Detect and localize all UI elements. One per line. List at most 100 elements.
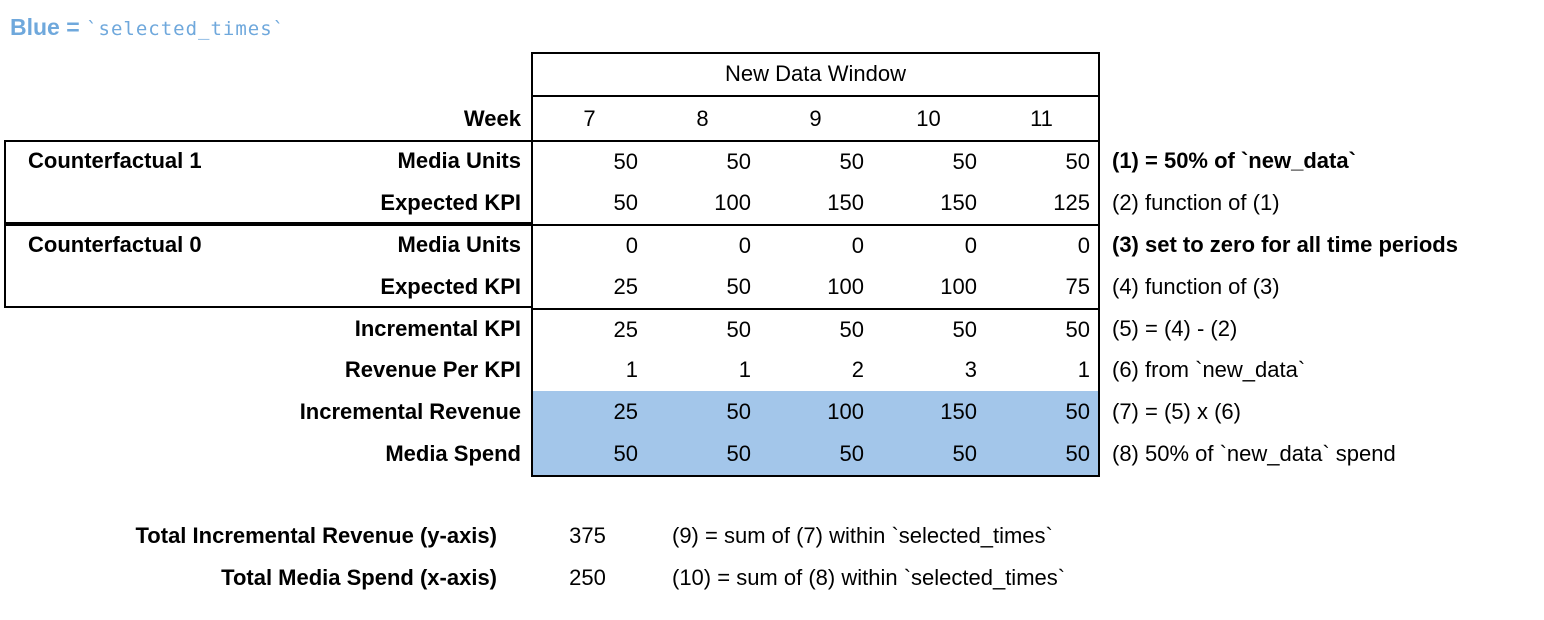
annotation-1: (1) = 50% of `new_data` xyxy=(1112,148,1356,173)
table-cell: 100 xyxy=(714,189,751,215)
table-cell-highlighted: 50 xyxy=(839,441,864,467)
table-row-media-spend-highlighted: 50 50 50 50 50 xyxy=(533,433,1098,476)
week-cell: 9 xyxy=(809,106,822,131)
table-cell-highlighted: 50 xyxy=(726,399,751,425)
table-cell: 50 xyxy=(726,273,751,299)
row-label-column: Counterfactual 1 Media Units Expected KP… xyxy=(0,140,531,475)
table-cell: 100 xyxy=(940,273,977,299)
legend-note-code: `selected_times` xyxy=(86,18,286,40)
week-cell: 8 xyxy=(696,106,709,131)
table-cell: 1 xyxy=(1077,357,1090,383)
week-cell: 7 xyxy=(583,106,596,131)
row-label-text: Media Units xyxy=(397,231,521,257)
annotation-7: (7) = (5) x (6) xyxy=(1112,399,1241,425)
table-cell: 50 xyxy=(952,316,977,342)
table-cell: 50 xyxy=(839,316,864,342)
table-cell: 0 xyxy=(1077,232,1090,258)
annotation-column: (1) = 50% of `new_data` (2) function of … xyxy=(1100,140,1544,475)
table-cell: 150 xyxy=(940,189,977,215)
table-cell: 50 xyxy=(952,149,977,174)
table-cell: 150 xyxy=(827,189,864,215)
table-cell-highlighted: 50 xyxy=(613,441,638,467)
counterfactual-0-box xyxy=(4,223,531,308)
table-cell: 50 xyxy=(613,149,638,174)
table-cell: 50 xyxy=(613,189,638,215)
row-label-expected-kpi-cf1: Expected KPI xyxy=(0,182,531,224)
table-cell: 50 xyxy=(839,149,864,174)
total-value: 375 xyxy=(569,523,606,548)
row-label-text: Incremental Revenue xyxy=(299,399,521,425)
new-data-window-header: New Data Window xyxy=(533,54,1098,97)
table-row-media-units-cf0: 0 0 0 0 0 xyxy=(533,223,1098,266)
table-cell-highlighted: 100 xyxy=(827,399,864,425)
table-row-revenue-per-kpi: 1 1 2 3 1 xyxy=(533,349,1098,391)
table-cell-highlighted: 50 xyxy=(726,441,751,467)
legend-note-label: Blue = xyxy=(10,14,87,40)
table-cell: 0 xyxy=(625,232,638,258)
annotation-2: (2) function of (1) xyxy=(1112,189,1280,215)
total-media-spend-row: Total Media Spend (x-axis) 250 (10) = su… xyxy=(0,557,1544,599)
week-cell: 11 xyxy=(1030,106,1053,131)
annotation-6: (6) from `new_data` xyxy=(1112,357,1306,383)
row-label-text: Revenue Per KPI xyxy=(344,357,521,383)
table-cell: 2 xyxy=(851,357,864,383)
data-table: New Data Window 7 8 9 10 11 50 50 50 50 … xyxy=(531,52,1100,477)
row-label-incremental-kpi: Incremental KPI xyxy=(0,308,531,350)
counterfactual-1-box xyxy=(4,140,531,224)
table-cell: 75 xyxy=(1065,273,1090,299)
total-value: 250 xyxy=(569,565,606,590)
week-number-row: 7 8 9 10 11 xyxy=(533,97,1098,140)
week-row-label: Week xyxy=(463,106,521,131)
group-label-counterfactual-0: Counterfactual 0 xyxy=(28,231,202,257)
totals-section: Total Incremental Revenue (y-axis) 375 (… xyxy=(0,515,1544,599)
table-cell: 50 xyxy=(1065,316,1090,342)
table-row-media-units-cf1: 50 50 50 50 50 xyxy=(533,140,1098,182)
table-row-expected-kpi-cf0: 25 50 100 100 75 xyxy=(533,266,1098,308)
row-label-expected-kpi-cf0: Expected KPI xyxy=(0,266,531,308)
table-row-incremental-revenue-highlighted: 25 50 100 150 50 xyxy=(533,391,1098,434)
row-label-incremental-revenue: Incremental Revenue xyxy=(0,391,531,433)
table-cell: 125 xyxy=(1053,189,1090,215)
table-cell: 50 xyxy=(1065,149,1090,174)
row-label-text: Expected KPI xyxy=(380,189,521,215)
total-label: Total Media Spend (x-axis) xyxy=(221,565,497,590)
row-label-media-units-cf1: Counterfactual 1 Media Units xyxy=(0,140,531,182)
row-label-revenue-per-kpi: Revenue Per KPI xyxy=(0,349,531,391)
table-cell: 50 xyxy=(726,316,751,342)
table-cell: 1 xyxy=(625,357,638,383)
row-label-text: Media Spend xyxy=(385,441,521,467)
table-cell: 50 xyxy=(726,149,751,174)
table-cell: 0 xyxy=(738,232,751,258)
row-label-text: Incremental KPI xyxy=(354,315,521,341)
total-annotation: (9) = sum of (7) within `selected_times` xyxy=(672,523,1053,548)
table-body: 50 50 50 50 50 50 100 150 150 125 0 0 0 … xyxy=(533,140,1098,476)
group-label-counterfactual-1: Counterfactual 1 xyxy=(28,148,202,173)
table-cell-highlighted: 50 xyxy=(1065,441,1090,467)
table-cell-highlighted: 50 xyxy=(952,441,977,467)
table-row-incremental-kpi: 25 50 50 50 50 xyxy=(533,307,1098,350)
table-cell-highlighted: 25 xyxy=(613,399,638,425)
row-label-text: Media Units xyxy=(397,148,521,173)
week-cell: 10 xyxy=(916,106,941,131)
annotation-3: (3) set to zero for all time periods xyxy=(1112,231,1458,257)
annotation-5: (5) = (4) - (2) xyxy=(1112,315,1238,341)
table-cell: 25 xyxy=(613,316,638,342)
legend-note: Blue = `selected_times` xyxy=(10,14,285,41)
table-cell-highlighted: 50 xyxy=(1065,399,1090,425)
table-cell: 3 xyxy=(964,357,977,383)
annotation-8: (8) 50% of `new_data` spend xyxy=(1112,441,1396,467)
table-cell: 1 xyxy=(738,357,751,383)
table-cell: 25 xyxy=(613,273,638,299)
table-cell: 100 xyxy=(827,273,864,299)
row-label-media-spend: Media Spend xyxy=(0,433,531,475)
annotation-4: (4) function of (3) xyxy=(1112,273,1280,299)
total-annotation: (10) = sum of (8) within `selected_times… xyxy=(672,565,1066,590)
total-label: Total Incremental Revenue (y-axis) xyxy=(135,523,498,548)
total-incremental-revenue-row: Total Incremental Revenue (y-axis) 375 (… xyxy=(0,515,1544,557)
row-label-text: Expected KPI xyxy=(380,273,521,299)
row-label-media-units-cf0: Counterfactual 0 Media Units xyxy=(0,224,531,266)
table-row-expected-kpi-cf1: 50 100 150 150 125 xyxy=(533,182,1098,224)
table-cell: 0 xyxy=(851,232,864,258)
table-cell: 0 xyxy=(964,232,977,258)
